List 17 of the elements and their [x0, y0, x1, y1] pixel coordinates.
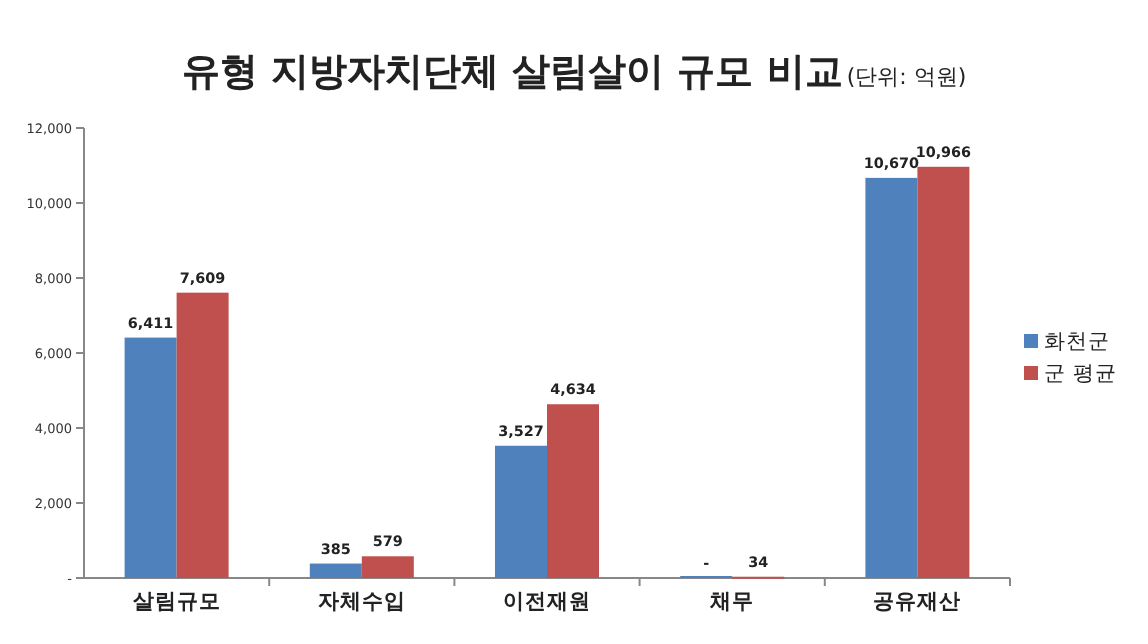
chart-subtitle: (단위: 억원) [846, 64, 967, 90]
bar [495, 445, 547, 578]
chart-title: 유형 지방자치단체 살림살이 규모 비교 [181, 50, 843, 94]
bar [124, 337, 177, 578]
bar [547, 404, 599, 578]
bar [361, 556, 414, 578]
x-tick-label: 공유재산 [873, 590, 962, 614]
x-tick-label: 이전재원 [503, 590, 591, 614]
x-tick-label: 살림규모 [132, 590, 221, 614]
legend-label: 화천군 [1044, 330, 1110, 354]
x-tick-label: 채무 [708, 590, 755, 614]
bar [917, 166, 970, 578]
bar [865, 177, 918, 578]
bar [309, 563, 362, 578]
bar [176, 292, 229, 578]
legend-label: 군 평균 [1044, 362, 1117, 386]
x-tick-label: 자체수입 [317, 590, 406, 614]
